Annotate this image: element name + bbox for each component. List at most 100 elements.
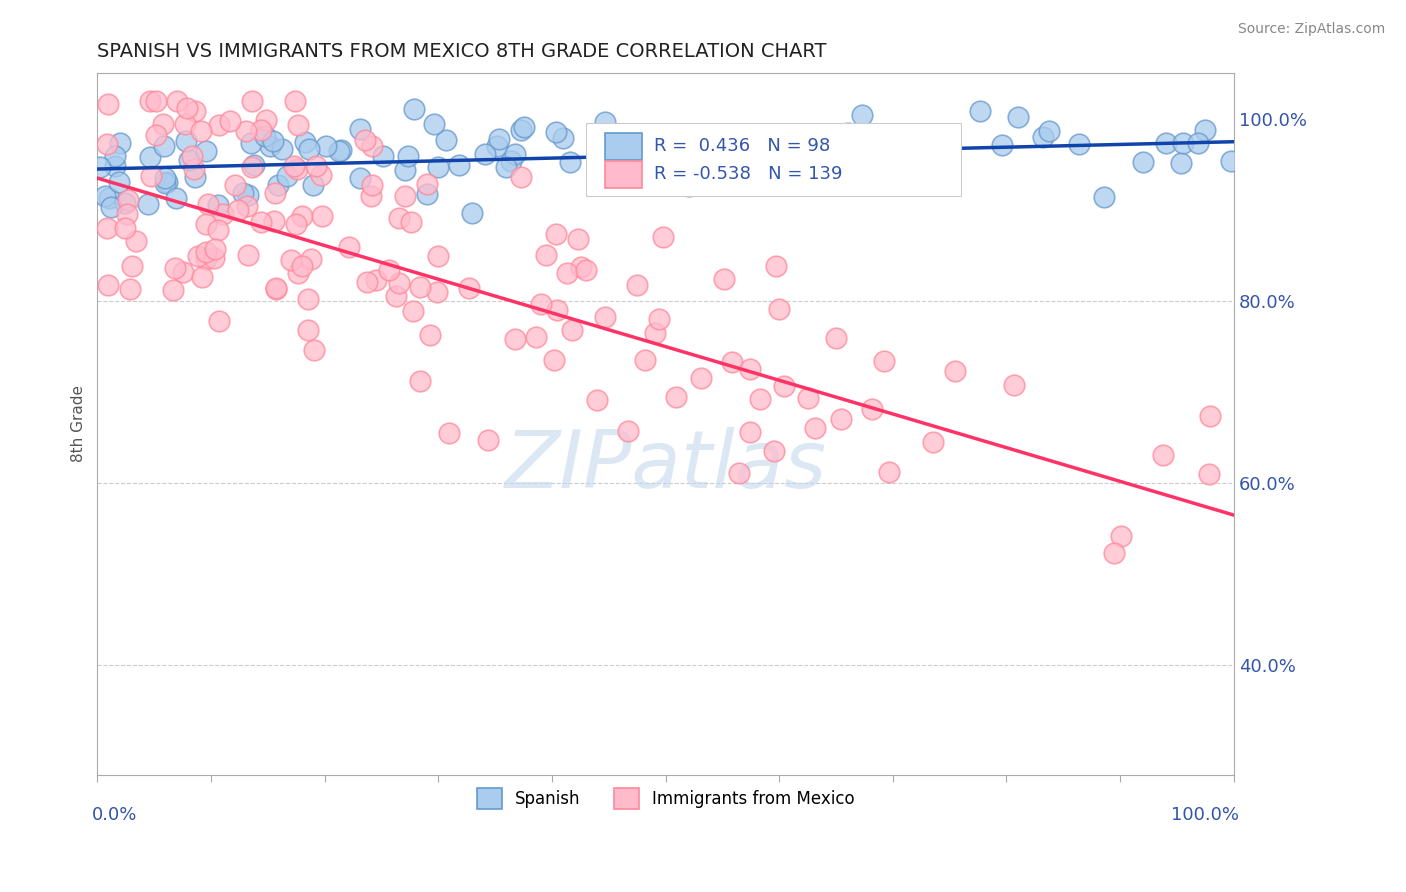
Point (402, 303, 425, 318)
Point (409, 375, 432, 389)
Legend: Spanish, Immigrants from Mexico: Spanish, Immigrants from Mexico (470, 781, 862, 815)
Point (108, 136, 131, 150)
Point (373, 149, 395, 163)
Point (145, 128, 167, 142)
Point (302, 343, 325, 357)
Point (422, 117, 444, 131)
Point (447, 157, 470, 171)
Point (534, 247, 557, 261)
Point (195, 252, 218, 266)
Point (626, 277, 648, 292)
Point (384, 288, 406, 302)
Point (98, 190, 121, 204)
Point (294, 136, 316, 150)
Point (1198, 467, 1220, 482)
Point (152, 117, 174, 131)
Point (546, 303, 568, 318)
Point (280, 252, 302, 267)
Point (262, 134, 284, 148)
Point (356, 275, 378, 289)
Point (115, 207, 138, 221)
Point (235, 124, 257, 138)
Point (557, 266, 579, 280)
Point (644, 326, 666, 340)
Point (769, 147, 792, 161)
Point (546, 125, 568, 139)
Point (488, 132, 510, 146)
Point (89, 160, 111, 174)
Point (585, 392, 607, 407)
Point (1067, 137, 1090, 152)
Point (139, 94, 162, 108)
Point (204, 252, 226, 266)
Point (921, 153, 943, 167)
Point (1219, 153, 1241, 168)
Point (224, 178, 246, 193)
Point (297, 293, 319, 307)
Point (287, 266, 309, 280)
Point (349, 170, 371, 185)
Point (299, 252, 322, 266)
Point (416, 177, 439, 191)
Point (1156, 136, 1178, 150)
Point (398, 149, 420, 163)
Point (121, 259, 143, 273)
Bar (606, 133, 641, 160)
Point (1102, 546, 1125, 560)
Point (388, 276, 411, 290)
Point (853, 178, 876, 192)
Point (163, 261, 186, 276)
Point (177, 153, 200, 167)
Point (648, 166, 671, 180)
Point (108, 175, 131, 189)
Point (97, 96, 120, 111)
Point (166, 94, 188, 108)
Point (1171, 136, 1194, 150)
Point (136, 197, 159, 211)
Point (291, 259, 314, 273)
Point (652, 229, 675, 244)
Point (176, 101, 198, 115)
Point (434, 132, 457, 146)
Point (943, 364, 966, 378)
Point (567, 232, 589, 246)
Point (911, 153, 934, 168)
Point (1109, 529, 1132, 543)
Point (932, 147, 955, 161)
Point (796, 391, 818, 405)
Point (264, 282, 287, 296)
Point (569, 260, 592, 274)
Point (153, 176, 176, 190)
FancyBboxPatch shape (586, 122, 962, 196)
Point (240, 160, 263, 174)
Point (551, 130, 574, 145)
Point (337, 240, 360, 254)
Point (399, 215, 422, 229)
Point (851, 108, 873, 122)
Point (409, 280, 432, 294)
Point (543, 352, 565, 367)
Point (311, 209, 333, 223)
Point (184, 103, 207, 118)
Point (1187, 136, 1209, 150)
Point (404, 102, 426, 116)
Point (238, 248, 260, 262)
Point (612, 141, 634, 155)
Point (243, 158, 266, 172)
Point (830, 136, 852, 150)
Point (734, 161, 756, 176)
Point (219, 114, 242, 128)
Point (510, 170, 533, 185)
Point (526, 330, 548, 344)
Point (254, 113, 277, 128)
Point (427, 250, 450, 264)
Point (311, 168, 333, 182)
Point (253, 128, 276, 143)
Point (786, 147, 808, 161)
Point (191, 269, 214, 284)
Point (194, 244, 217, 259)
Point (825, 331, 848, 345)
Point (194, 217, 217, 231)
Point (969, 104, 991, 119)
Text: ZIPatlas: ZIPatlas (505, 427, 827, 505)
